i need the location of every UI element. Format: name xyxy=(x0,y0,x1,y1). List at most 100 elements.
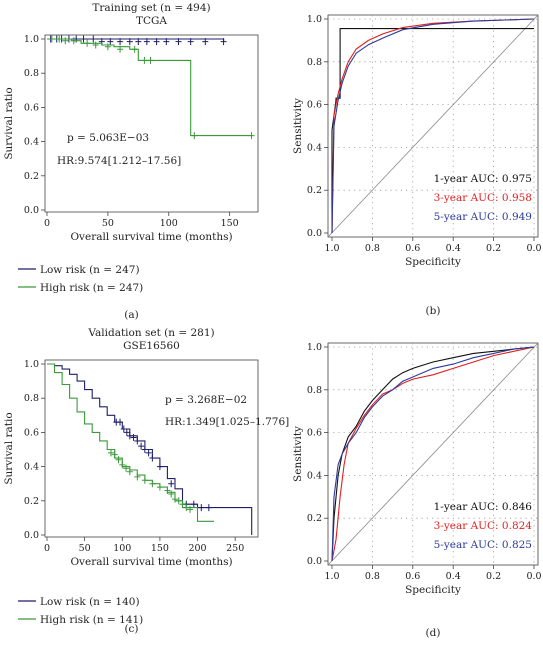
y-tick-label: 0.0 xyxy=(307,228,322,239)
censor-mark xyxy=(141,476,148,484)
y-tick-label: 0.2 xyxy=(307,513,322,524)
censor-mark xyxy=(168,490,175,498)
censor-mark xyxy=(147,56,154,64)
censor-mark xyxy=(149,480,156,488)
censor-mark xyxy=(90,35,97,43)
censor-mark xyxy=(163,38,170,46)
series-line xyxy=(331,346,535,562)
auc-label: 5-year AUC: 0.825 xyxy=(434,539,532,551)
chart-subtitle: GSE16560 xyxy=(123,340,180,352)
y-tick-label: 0.6 xyxy=(307,428,322,439)
y-tick-label: 0.0 xyxy=(24,205,39,216)
y-tick-label: 0.2 xyxy=(24,171,39,182)
reference-diagonal xyxy=(327,14,539,238)
censor-mark xyxy=(190,500,197,508)
panel-caption: (b) xyxy=(426,305,441,317)
chart-title: Validation set (n = 281) xyxy=(87,327,214,339)
plot-frame xyxy=(44,34,259,213)
x-tick-label: 0 xyxy=(44,218,50,229)
censor-mark xyxy=(84,39,91,47)
censor-mark xyxy=(135,38,142,46)
hazard-ratio-label: HR:1.349[1.025–1.776] xyxy=(165,416,289,428)
x-axis-label: Specificity xyxy=(405,584,461,596)
y-tick-label: 0.6 xyxy=(307,100,322,111)
censor-mark xyxy=(175,38,182,46)
censor-mark xyxy=(183,504,190,512)
x-tick-label: 150 xyxy=(221,218,239,229)
censor-mark xyxy=(198,504,205,512)
x-axis-label: Specificity xyxy=(405,256,461,268)
series-line xyxy=(331,28,534,233)
x-tick-label: 0.0 xyxy=(526,571,541,582)
series-line xyxy=(47,363,215,522)
x-tick-label: 50 xyxy=(79,543,91,554)
censor-mark xyxy=(168,480,175,488)
series-line xyxy=(331,346,535,562)
censor-mark xyxy=(123,464,130,472)
auc-label: 5-year AUC: 0.949 xyxy=(434,211,532,223)
x-tick-label: 0.6 xyxy=(405,243,420,254)
censor-mark xyxy=(141,56,148,64)
x-tick-label: 0.8 xyxy=(365,571,380,582)
censor-mark xyxy=(120,425,127,433)
censor-mark xyxy=(115,456,122,464)
x-tick-label: 100 xyxy=(160,218,178,229)
y-tick-label: 0.6 xyxy=(24,102,39,113)
censor-mark xyxy=(156,483,163,491)
panel-caption: (d) xyxy=(426,627,441,639)
y-tick-label: 0.8 xyxy=(24,68,39,79)
x-tick-label: 100 xyxy=(113,543,131,554)
x-tick-label: 0.8 xyxy=(365,243,380,254)
y-tick-label: 0.6 xyxy=(24,427,39,438)
censor-mark xyxy=(92,41,99,49)
x-tick-label: 0.0 xyxy=(526,243,541,254)
censor-mark xyxy=(134,473,141,481)
panel-caption: (a) xyxy=(124,309,138,321)
censor-mark xyxy=(205,504,212,512)
censor-mark xyxy=(131,45,138,53)
censor-mark xyxy=(138,442,145,450)
censor-mark xyxy=(123,428,130,436)
y-tick-label: 0.4 xyxy=(24,462,39,473)
censor-mark xyxy=(62,37,69,45)
legend-label: Low risk (n = 247) xyxy=(40,264,140,276)
x-tick-label: 1.0 xyxy=(324,571,339,582)
censor-mark xyxy=(145,449,152,457)
censor-mark xyxy=(126,38,133,46)
series-line xyxy=(47,38,252,137)
censor-mark xyxy=(117,45,124,53)
plot-frame xyxy=(327,14,539,238)
censor-mark xyxy=(156,463,163,471)
censor-mark xyxy=(130,434,137,442)
x-tick-label: 0.2 xyxy=(486,243,501,254)
y-tick-label: 0.4 xyxy=(307,470,322,481)
y-axis-label: Sensitivity xyxy=(292,98,304,154)
x-axis-label: Overall survival time (months) xyxy=(70,556,232,568)
y-tick-label: 1.0 xyxy=(24,34,39,45)
y-tick-label: 1.0 xyxy=(307,342,322,353)
y-axis-label: Survival ratio xyxy=(3,87,15,159)
series-line xyxy=(331,18,535,234)
y-tick-label: 0.4 xyxy=(24,137,39,148)
censor-mark xyxy=(179,500,186,508)
plot-frame xyxy=(327,342,539,566)
censor-mark xyxy=(143,38,150,46)
reference-diagonal xyxy=(327,342,539,566)
auc-label: 3-year AUC: 0.824 xyxy=(434,520,533,532)
censor-mark xyxy=(126,432,133,440)
censor-mark xyxy=(111,451,118,459)
panel-caption: (c) xyxy=(124,623,138,635)
censor-mark xyxy=(191,132,198,140)
chart-subtitle: TCGA xyxy=(136,15,167,27)
censor-mark xyxy=(56,35,63,43)
x-tick-label: 150 xyxy=(151,543,169,554)
censor-mark xyxy=(104,43,111,51)
y-tick-label: 0.2 xyxy=(307,185,322,196)
x-axis-label: Overall survival time (months) xyxy=(70,231,232,243)
censor-mark xyxy=(119,461,126,469)
auc-label: 3-year AUC: 0.958 xyxy=(434,192,532,204)
x-tick-label: 250 xyxy=(226,543,244,554)
legend-label: High risk (n = 141) xyxy=(40,614,143,626)
y-tick-label: 0.4 xyxy=(307,142,322,153)
